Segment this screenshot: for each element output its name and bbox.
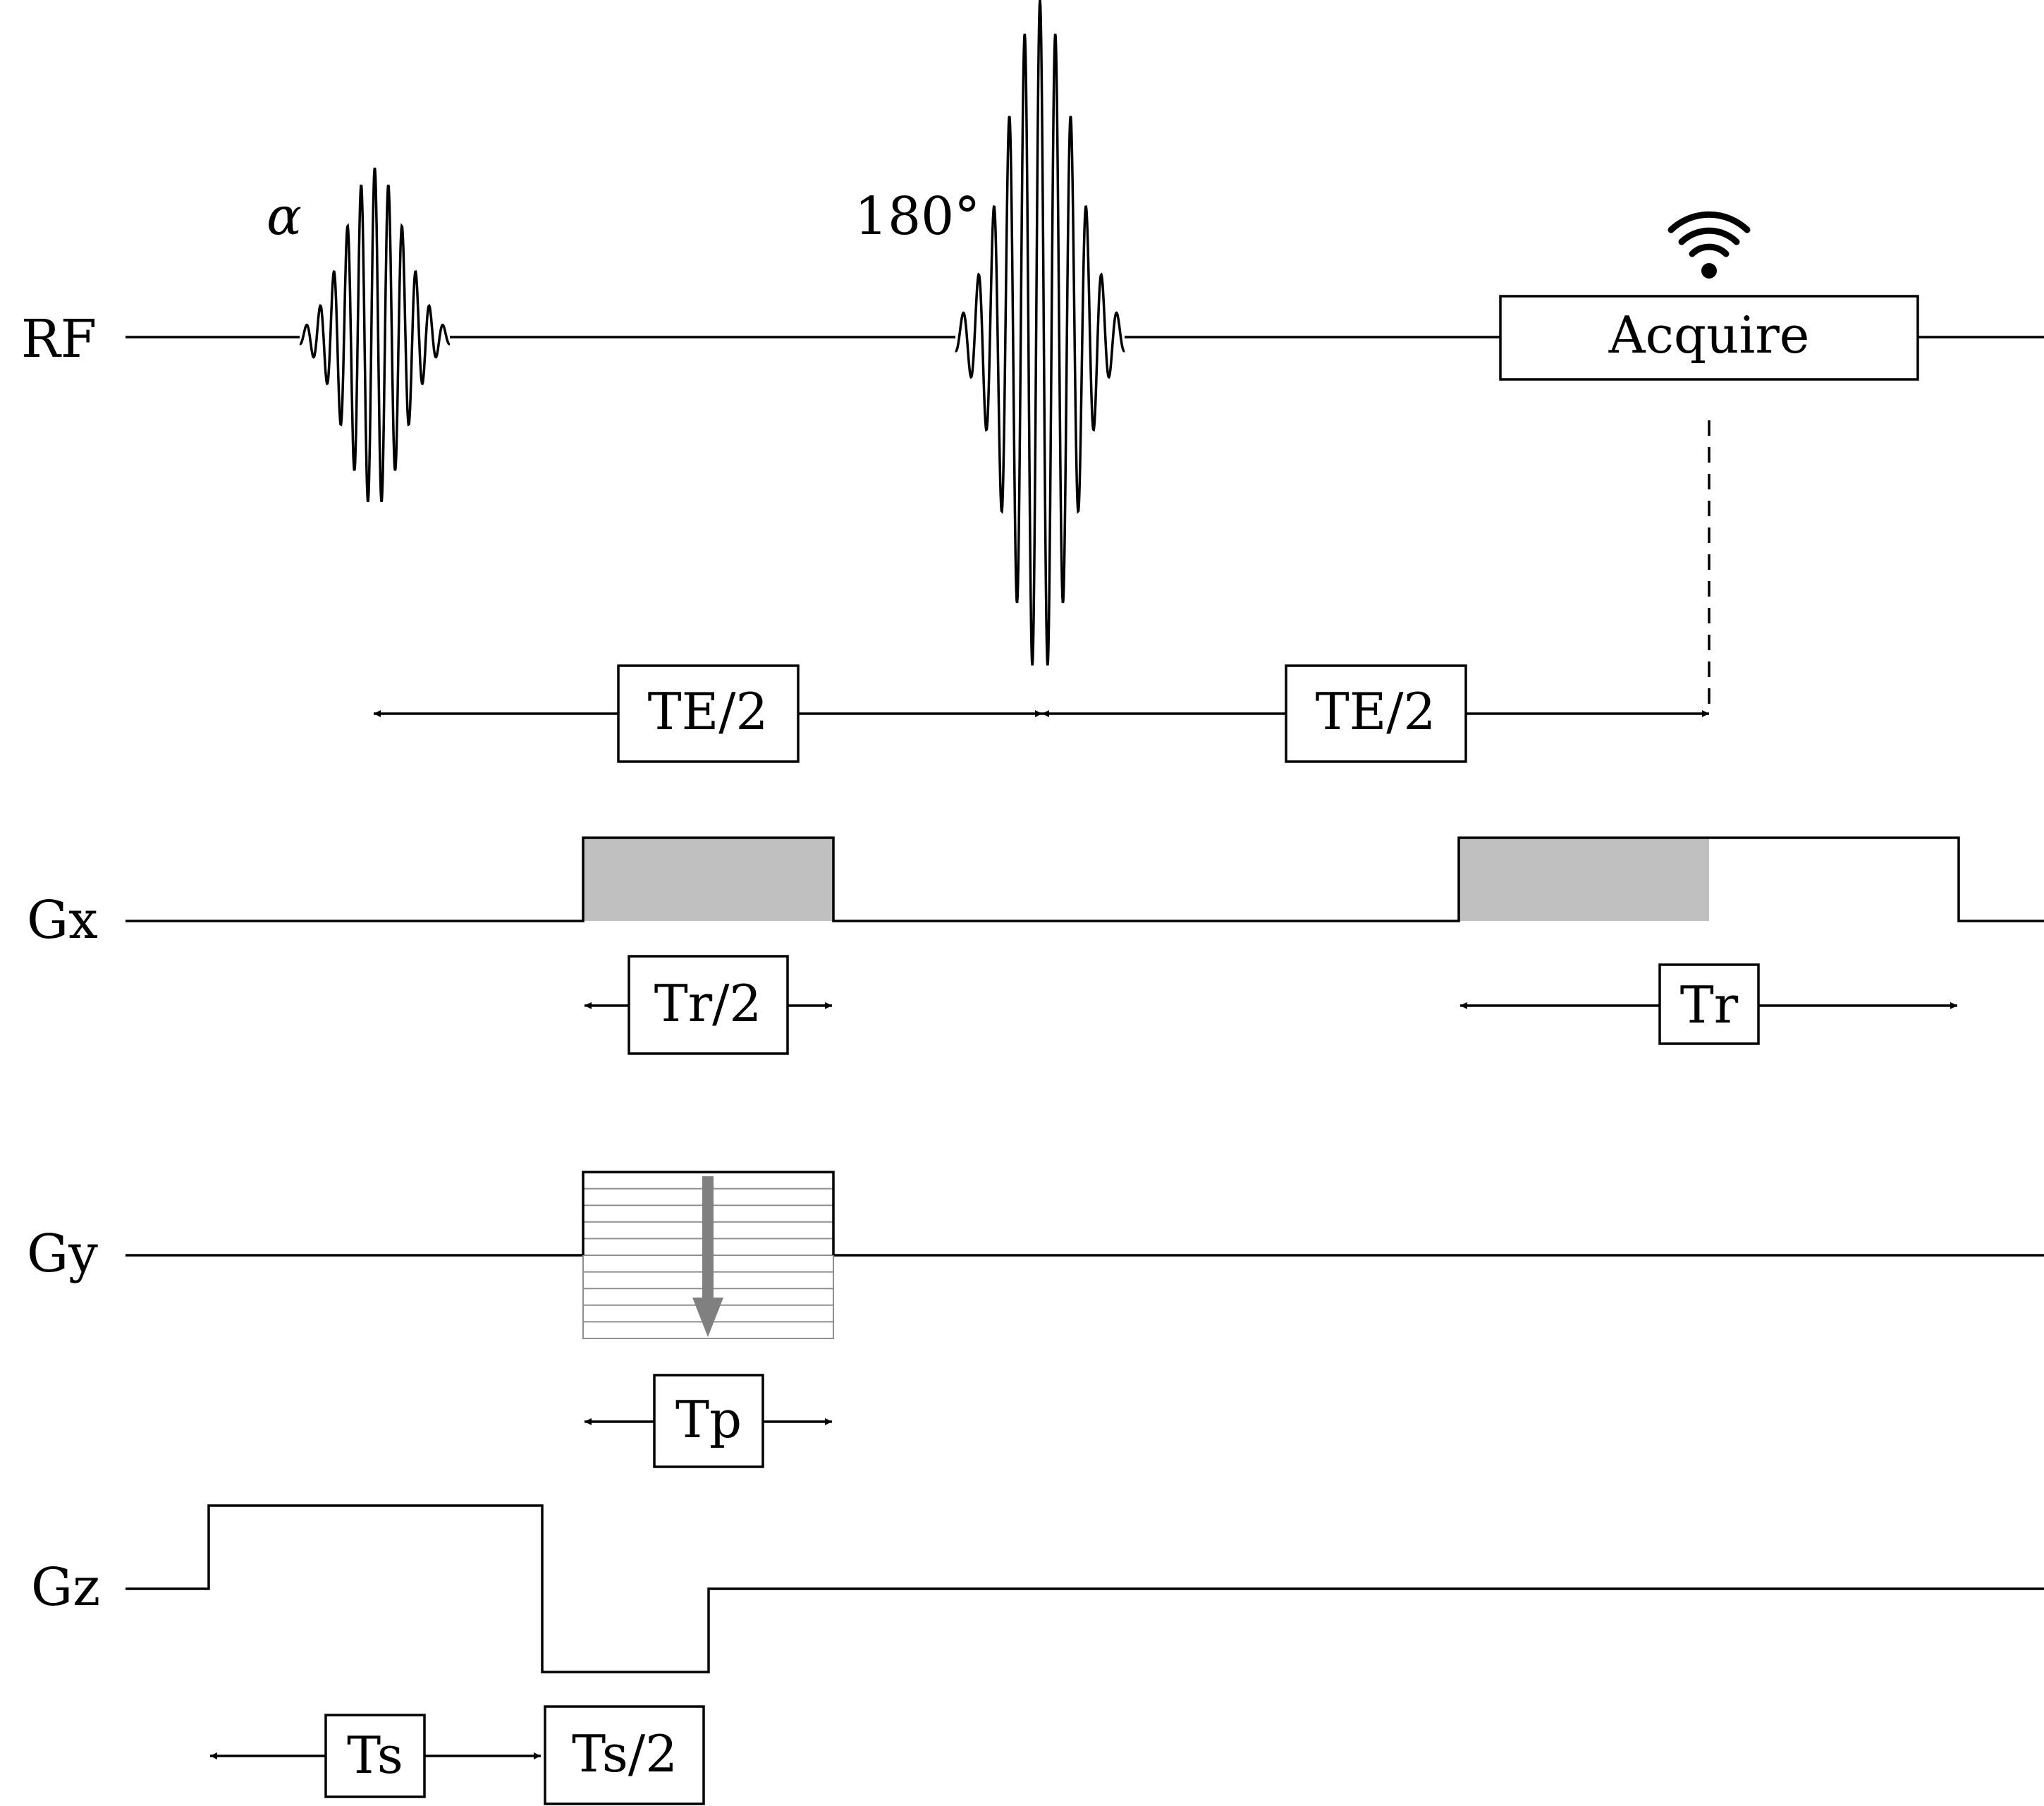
- ts-half-box: [544, 1705, 705, 1805]
- phase-step-arrow-head: [692, 1298, 723, 1337]
- tr-half-label: Tr/2: [654, 974, 762, 1033]
- channel-label-gz: Gz: [31, 1557, 100, 1618]
- gz-waveform: [126, 1504, 2044, 1673]
- channel-label-gx: Gx: [27, 890, 98, 951]
- tp-box: [653, 1374, 764, 1468]
- refocus-pulse-label: 180°: [855, 186, 980, 247]
- channel-label-rf: RF: [21, 309, 97, 370]
- alpha-pulse-label: α: [267, 186, 302, 247]
- alpha-pulse: [299, 167, 451, 502]
- gx-readout-shade: [1459, 838, 1709, 921]
- ts-label: Ts: [347, 1726, 403, 1785]
- te-first-label: TE/2: [648, 682, 769, 741]
- acquire-box: [1499, 295, 1919, 381]
- wifi-signal-icon: [1667, 211, 1751, 279]
- refocus-pulse: [955, 0, 1125, 666]
- ts-box: [324, 1714, 426, 1798]
- gx-waveform: [126, 836, 2044, 922]
- tr-box: [1658, 963, 1760, 1045]
- gy-phase-outline: [582, 1171, 835, 1255]
- gx-prephaser-shade: [583, 838, 833, 921]
- te-first-box: [617, 664, 800, 763]
- tr-label: Tr: [1680, 975, 1739, 1035]
- te-second-box: [1285, 664, 1467, 763]
- channel-label-gy: Gy: [27, 1224, 98, 1284]
- acquire-label: Acquire: [1608, 305, 1810, 365]
- tp-label: Tp: [675, 1390, 742, 1449]
- ts-half-label: Ts/2: [572, 1724, 678, 1783]
- tr-half-box: [628, 955, 789, 1055]
- te-second-label: TE/2: [1316, 682, 1436, 741]
